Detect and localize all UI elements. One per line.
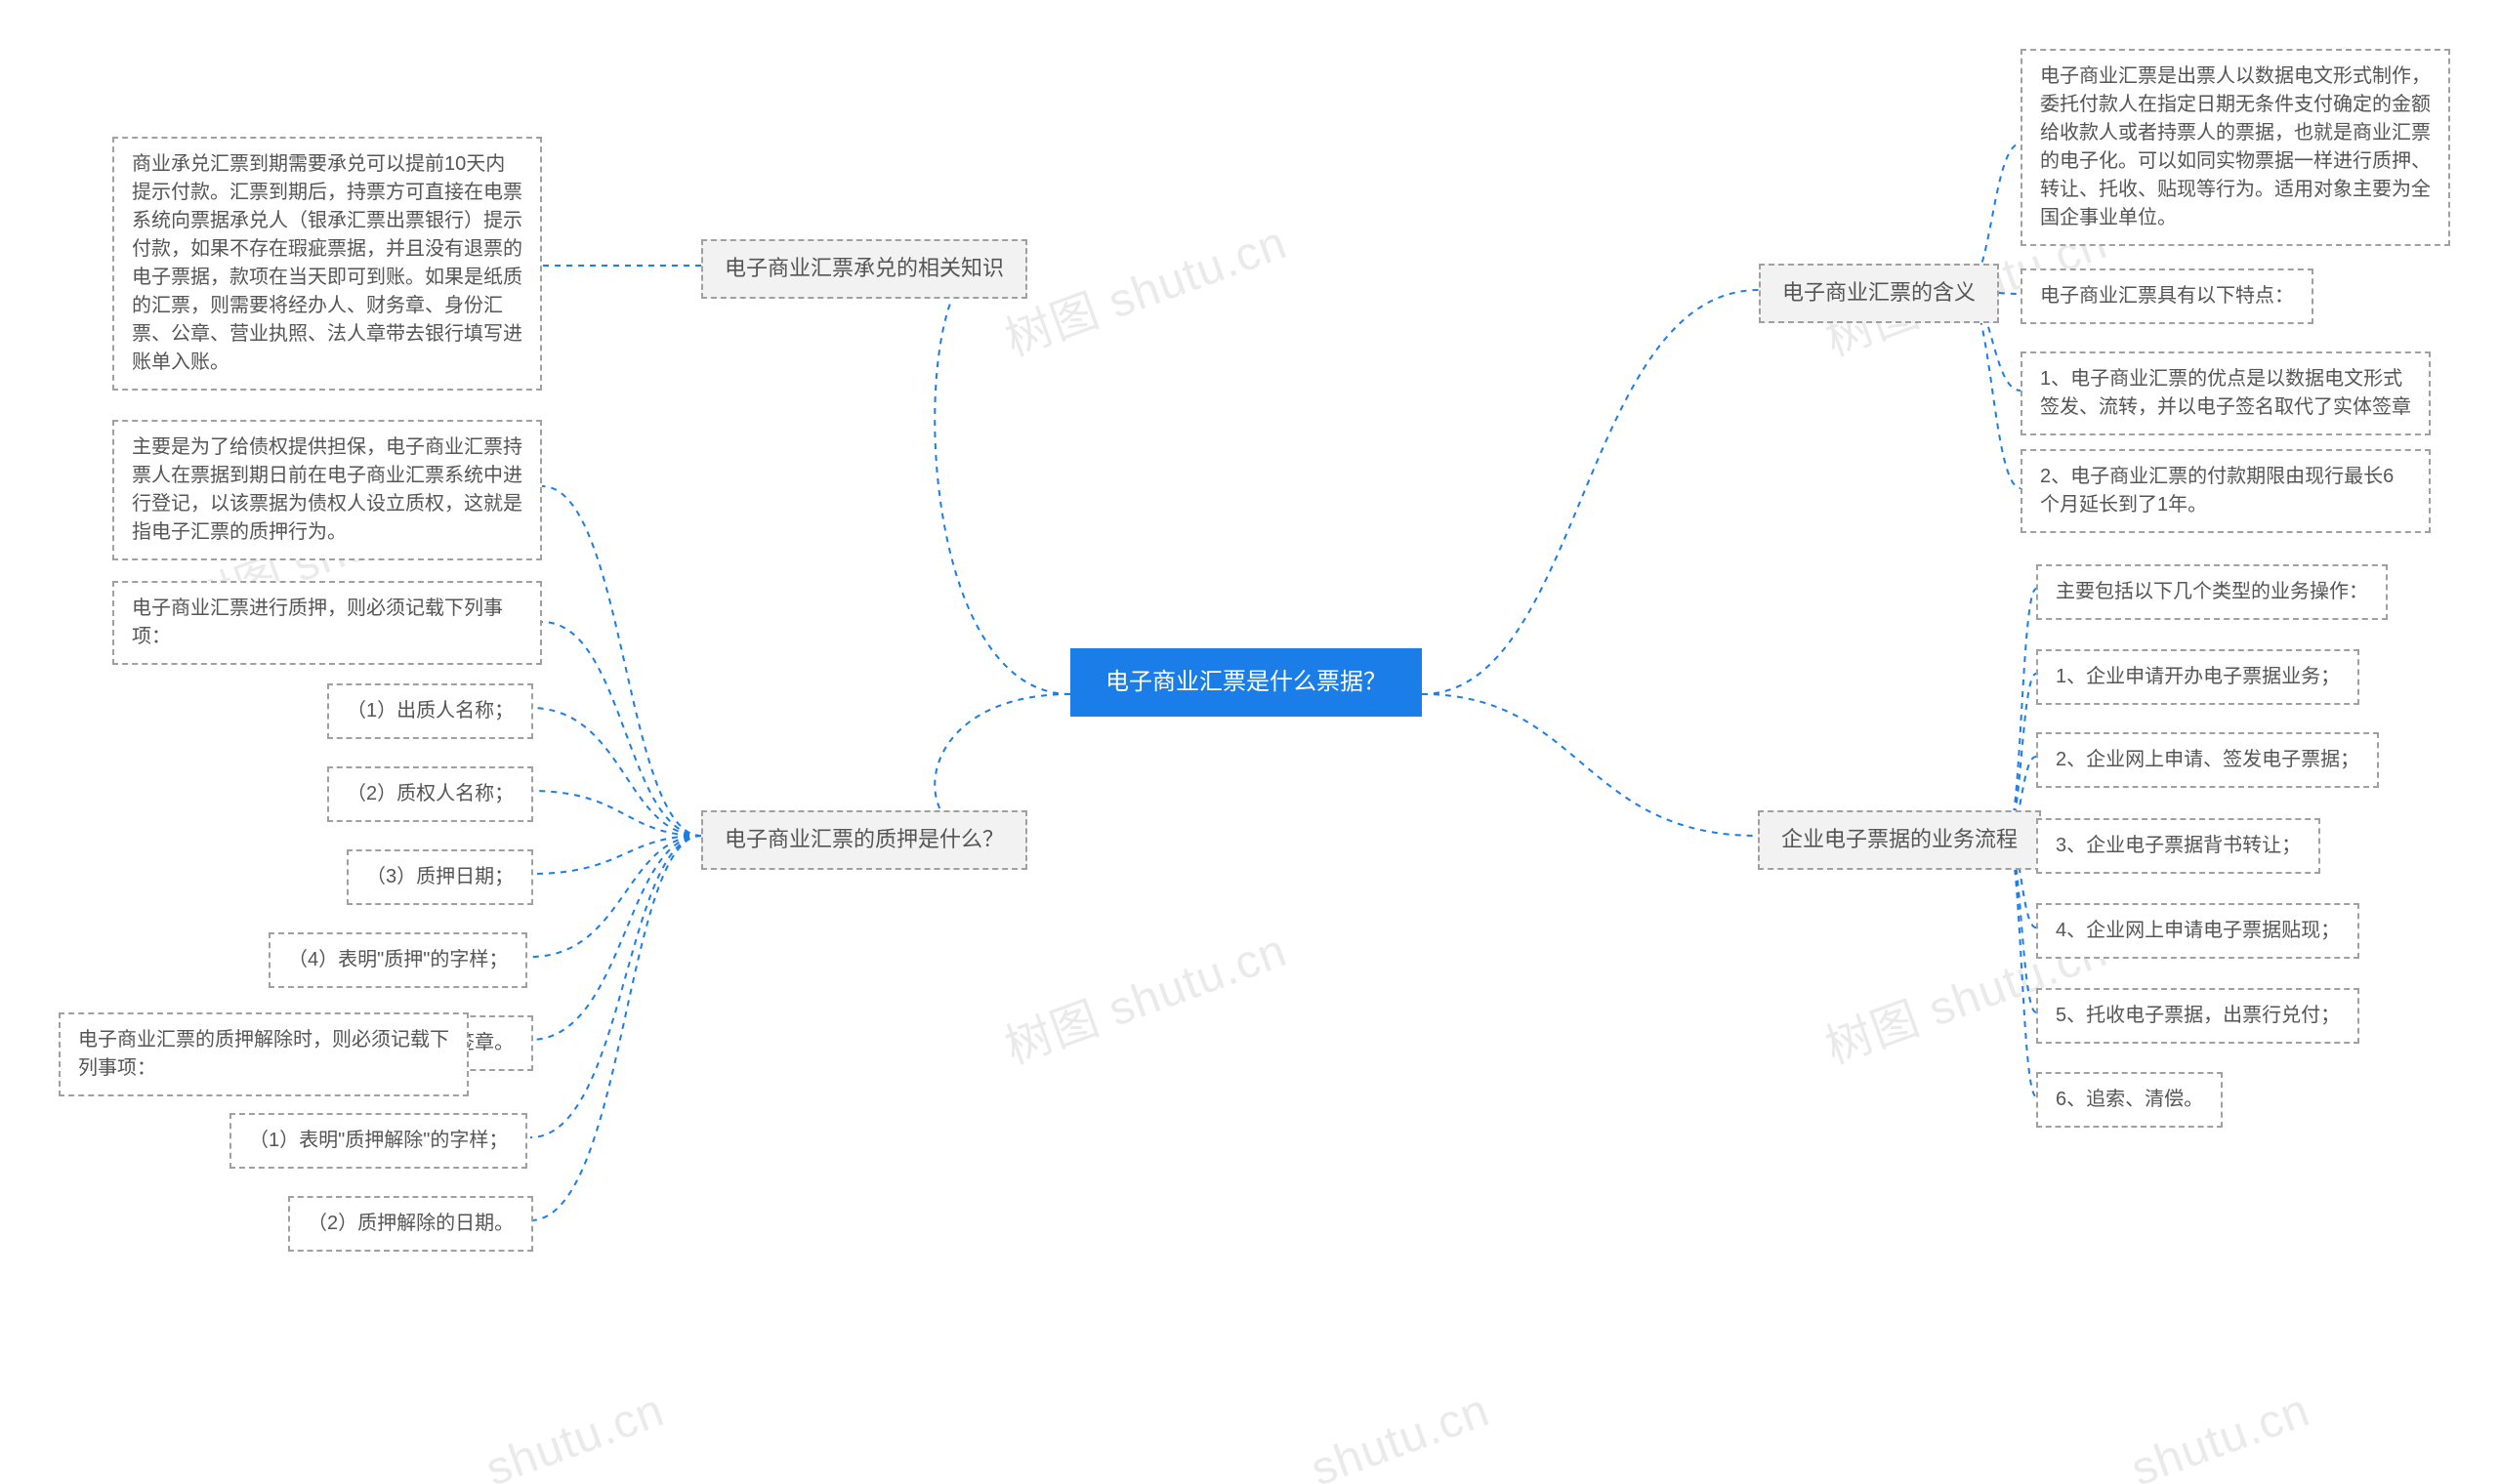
leaf-process-4: 4、企业网上申请电子票据贴现；: [2036, 903, 2359, 959]
watermark: shutu.cn: [2125, 1383, 2317, 1484]
leaf-pledge-item3: （3）质押日期；: [347, 849, 533, 905]
branch-acceptance: 电子商业汇票承兑的相关知识: [701, 239, 1027, 299]
leaf-pledge-release: 电子商业汇票的质押解除时，则必须记载下列事项：: [59, 1012, 469, 1096]
leaf-process-6: 6、追索、清偿。: [2036, 1072, 2223, 1128]
leaf-pledge-item2: （2）质权人名称；: [327, 766, 533, 822]
leaf-pledge-item4: （4）表明"质押"的字样；: [269, 932, 527, 988]
leaf-pledge-definition: 主要是为了给债权提供担保，电子商业汇票持票人在票据到期日前在电子商业汇票系统中进…: [112, 420, 542, 560]
leaf-pledge-item1: （1）出质人名称；: [327, 683, 533, 739]
leaf-pledge-release1: （1）表明"质押解除"的字样；: [229, 1113, 527, 1169]
watermark: shutu.cn: [1305, 1383, 1497, 1484]
leaf-pledge-release2: （2）质押解除的日期。: [288, 1196, 533, 1252]
leaf-acceptance-detail: 商业承兑汇票到期需要承兑可以提前10天内提示付款。汇票到期后，持票方可直接在电票…: [112, 137, 542, 391]
leaf-process-5: 5、托收电子票据，出票行兑付；: [2036, 988, 2359, 1044]
leaf-pledge-mustrecord: 电子商业汇票进行质押，则必须记载下列事项：: [112, 581, 542, 665]
leaf-process-2: 2、企业网上申请、签发电子票据；: [2036, 732, 2379, 788]
leaf-meaning-features: 电子商业汇票具有以下特点：: [2021, 268, 2313, 324]
leaf-process-intro: 主要包括以下几个类型的业务操作：: [2036, 564, 2388, 620]
branch-pledge: 电子商业汇票的质押是什么？: [701, 810, 1027, 870]
watermark: shutu.cn: [479, 1383, 672, 1484]
mindmap-canvas: 树图 shutu.cn 树图 shutu.cn 树图 shutu.cn 树图 s…: [0, 0, 2500, 1484]
leaf-process-1: 1、企业申请开办电子票据业务；: [2036, 649, 2359, 705]
watermark: 树图 shutu.cn: [994, 204, 1295, 369]
branch-meaning: 电子商业汇票的含义: [1759, 264, 1999, 323]
leaf-process-3: 3、企业电子票据背书转让；: [2036, 818, 2320, 874]
leaf-meaning-feature1: 1、电子商业汇票的优点是以数据电文形式签发、流转，并以电子签名取代了实体签章: [2021, 351, 2431, 435]
branch-process: 企业电子票据的业务流程: [1758, 810, 2041, 870]
leaf-meaning-feature2: 2、电子商业汇票的付款期限由现行最长6个月延长到了1年。: [2021, 449, 2431, 533]
leaf-meaning-definition: 电子商业汇票是出票人以数据电文形式制作，委托付款人在指定日期无条件支付确定的金额…: [2021, 49, 2450, 246]
watermark: 树图 shutu.cn: [994, 912, 1295, 1077]
center-node: 电子商业汇票是什么票据？: [1070, 648, 1422, 717]
